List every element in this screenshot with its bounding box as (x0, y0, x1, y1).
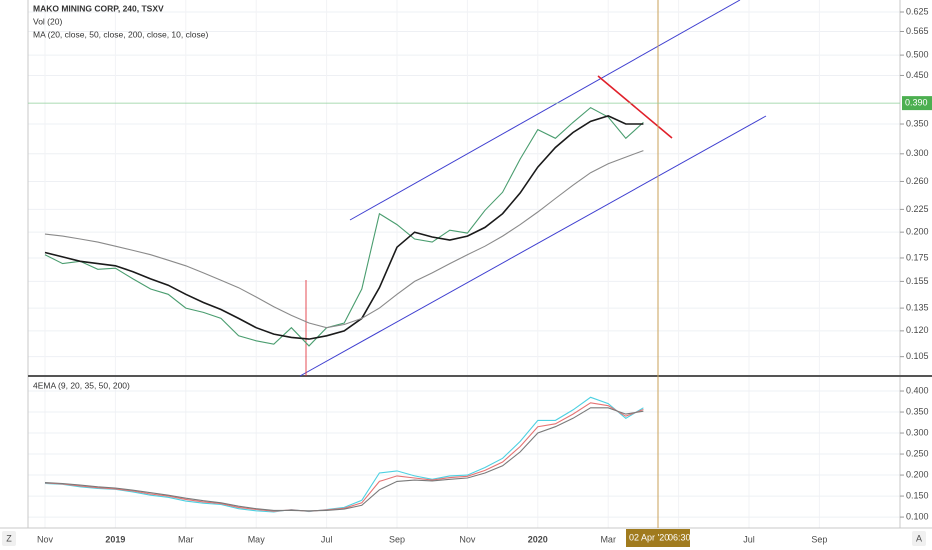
y-tick-label: 0.135 (906, 302, 929, 312)
x-tick-label: Jul (321, 534, 333, 544)
y-tick-label: 0.565 (906, 26, 929, 36)
series-line (44, 407, 644, 512)
ma-label: MA (20, close, 50, close, 200, close, 10… (33, 29, 208, 39)
x-tick-label: Nov (37, 534, 54, 544)
x-tick-label: Mar (178, 534, 194, 544)
auto-button-label[interactable]: A (916, 533, 922, 543)
y-tick-label: 0.150 (906, 490, 929, 500)
y-tick-label: 0.350 (906, 118, 929, 128)
crosshair-date: 02 Apr '20 (629, 532, 669, 542)
x-tick-label: Nov (459, 534, 476, 544)
x-tick-label: May (248, 534, 266, 544)
indicator-title: 4EMA (9, 20, 35, 50, 200) (33, 380, 130, 390)
y-tick-label: 0.105 (906, 351, 929, 361)
marks: 0.625 0.565 0.500 0.450 0.350 0.300 0.260 0.225… (28, 6, 932, 544)
zoom-button-label[interactable]: Z (6, 533, 12, 543)
series-line (44, 106, 644, 347)
last-price-label: 0.390 (905, 97, 928, 107)
y-tick-label: 0.260 (906, 176, 929, 186)
y-tick-label: 0.120 (906, 325, 929, 335)
price-grid (28, 0, 900, 528)
series-line (44, 115, 644, 340)
channel-upper (349, 0, 741, 221)
auto-button[interactable] (912, 531, 926, 546)
x-tick-label: Mar (600, 534, 616, 544)
x-tick-label: 2020 (528, 534, 548, 544)
y-tick-label: 0.625 (906, 6, 929, 16)
x-tick-label: 2019 (105, 534, 125, 544)
y-tick-label: 0.350 (906, 406, 929, 416)
y-tick-label: 0.300 (906, 427, 929, 437)
y-tick-label: 0.155 (906, 276, 929, 286)
x-tick-label: Sep (811, 534, 827, 544)
channel-lower (299, 115, 767, 377)
x-tick-label: Sep (389, 534, 405, 544)
series-line (44, 150, 644, 329)
y-tick-label: 0.400 (906, 385, 929, 395)
crosshair-tag (626, 529, 690, 547)
y-tick-label: 0.300 (906, 148, 929, 158)
y-tick-label: 0.250 (906, 448, 929, 458)
y-tick-label: 0.200 (906, 227, 929, 237)
y-tick-label: 0.450 (906, 70, 929, 80)
crosshair-time: 06:30 (668, 532, 691, 542)
trend-line (597, 75, 673, 139)
y-tick-label: 0.225 (906, 204, 929, 214)
y-tick-label: 0.100 (906, 511, 929, 521)
x-tick-label: Jul (743, 534, 755, 544)
last-price-tag (902, 96, 932, 111)
volume-label: Vol (20) (33, 16, 62, 26)
chart-title: MAKO MINING CORP, 240, TSXV (33, 3, 164, 13)
y-tick-label: 0.500 (906, 49, 929, 59)
y-tick-label: 0.200 (906, 469, 929, 479)
series-line (44, 396, 644, 513)
series-line (44, 402, 644, 512)
y-tick-label: 0.175 (906, 252, 929, 262)
zoom-button[interactable] (2, 531, 16, 546)
